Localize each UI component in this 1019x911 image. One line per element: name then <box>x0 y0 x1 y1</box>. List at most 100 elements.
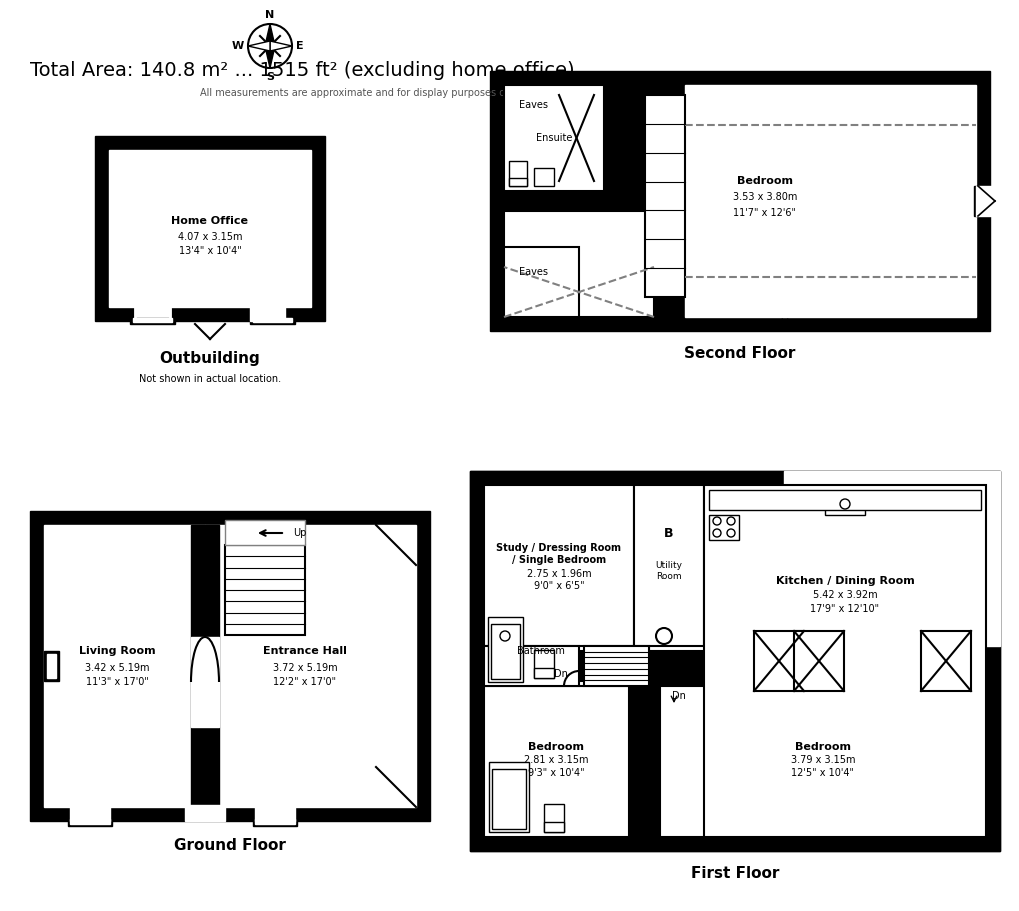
Bar <box>784 471 999 646</box>
Bar <box>484 485 634 646</box>
Bar <box>488 762 529 832</box>
Bar <box>793 631 843 691</box>
Bar <box>484 646 579 686</box>
Bar <box>503 211 653 317</box>
Text: 5.42 x 3.92m: 5.42 x 3.92m <box>812 589 876 599</box>
Text: 3.72 x 5.19m: 3.72 x 5.19m <box>272 663 337 673</box>
Text: Living Room: Living Room <box>78 646 155 656</box>
Bar <box>47 654 56 678</box>
Bar <box>708 490 980 510</box>
Bar <box>70 819 110 824</box>
Bar <box>484 686 629 837</box>
Bar <box>30 511 430 821</box>
Bar <box>205 525 416 807</box>
Text: 3.53 x 3.80m: 3.53 x 3.80m <box>732 192 797 202</box>
Bar <box>824 493 864 515</box>
Bar <box>255 806 294 821</box>
Text: Bathroom: Bathroom <box>517 646 565 656</box>
Bar <box>503 247 579 317</box>
Bar <box>508 178 527 186</box>
Text: Eaves: Eaves <box>519 267 548 277</box>
Text: Bedroom: Bedroom <box>794 742 850 752</box>
Text: Home Office: Home Office <box>171 216 249 226</box>
Text: 11'7" x 12'6": 11'7" x 12'6" <box>733 208 796 218</box>
Bar <box>484 485 648 651</box>
Bar <box>250 316 294 324</box>
Text: 13'4" x 10'4": 13'4" x 10'4" <box>178 246 242 256</box>
Text: Total Area: 140.8 m² ... 1515 ft² (excluding home office): Total Area: 140.8 m² ... 1515 ft² (exclu… <box>30 62 574 80</box>
Bar <box>534 650 553 678</box>
Bar <box>470 471 999 851</box>
Bar <box>920 631 970 691</box>
Text: Entrance Hall: Entrance Hall <box>263 646 346 656</box>
Text: 9'3" x 10'4": 9'3" x 10'4" <box>527 768 584 778</box>
Polygon shape <box>248 41 270 51</box>
Text: 12'5" x 10'4": 12'5" x 10'4" <box>791 768 854 778</box>
Text: Ensuite: Ensuite <box>535 133 572 143</box>
Text: Second Floor: Second Floor <box>684 345 795 361</box>
Bar <box>225 545 305 635</box>
Bar <box>490 624 520 679</box>
Bar <box>44 651 59 681</box>
Bar <box>753 631 803 691</box>
Text: 2.75 x 1.96m: 2.75 x 1.96m <box>526 569 591 579</box>
Bar <box>250 306 284 321</box>
Bar <box>975 186 994 216</box>
Bar <box>644 95 685 297</box>
Text: 17'9" x 12'10": 17'9" x 12'10" <box>810 604 878 614</box>
Bar <box>534 668 553 678</box>
Bar <box>184 805 225 821</box>
Text: Up: Up <box>677 661 690 671</box>
Text: / Single Bedroom: / Single Bedroom <box>512 555 605 565</box>
Text: Study / Dressing Room: Study / Dressing Room <box>496 543 621 553</box>
Bar <box>584 646 648 686</box>
Text: Ground Floor: Ground Floor <box>174 838 285 854</box>
Bar <box>255 819 294 824</box>
Text: Dn: Dn <box>672 691 685 701</box>
Bar <box>68 817 112 826</box>
Polygon shape <box>270 41 291 51</box>
Bar <box>225 520 305 545</box>
Bar <box>132 318 172 322</box>
Text: Kitchen / Dining Room: Kitchen / Dining Room <box>774 576 913 586</box>
Bar <box>253 318 291 322</box>
Text: 12'2" x 17'0": 12'2" x 17'0" <box>273 677 336 687</box>
Bar <box>534 168 553 186</box>
Bar <box>634 485 703 646</box>
Bar <box>484 681 629 837</box>
Bar <box>508 161 527 186</box>
Polygon shape <box>265 24 275 46</box>
Bar <box>129 316 175 324</box>
Bar <box>191 637 219 727</box>
Bar <box>44 525 205 807</box>
Bar <box>648 485 718 651</box>
Text: 3.79 x 3.15m: 3.79 x 3.15m <box>790 755 854 765</box>
Text: Not shown in actual location.: Not shown in actual location. <box>139 374 281 384</box>
Text: Bedroom: Bedroom <box>528 742 584 752</box>
Bar <box>543 804 564 832</box>
Text: First Floor: First Floor <box>690 865 779 881</box>
Text: All measurements are approximate and for display purposes only: All measurements are approximate and for… <box>200 88 520 98</box>
Text: N: N <box>265 10 274 20</box>
Text: 2.81 x 3.15m: 2.81 x 3.15m <box>523 755 588 765</box>
Text: Up: Up <box>293 528 307 538</box>
Bar <box>70 806 110 821</box>
Text: Dn: Dn <box>553 669 568 679</box>
Bar <box>191 525 219 807</box>
Text: Outbuilding: Outbuilding <box>159 352 260 366</box>
Bar <box>973 186 979 216</box>
Text: Eaves: Eaves <box>519 100 548 110</box>
Bar <box>503 85 603 191</box>
Bar <box>703 485 985 837</box>
Bar <box>543 822 564 832</box>
Bar <box>489 71 989 331</box>
Bar <box>487 617 523 682</box>
Text: S: S <box>266 72 274 82</box>
Text: W: W <box>231 41 244 51</box>
Bar <box>708 515 739 540</box>
Text: B: B <box>663 527 674 540</box>
Polygon shape <box>265 46 275 68</box>
Bar <box>491 769 526 829</box>
Text: 3.42 x 5.19m: 3.42 x 5.19m <box>85 663 149 673</box>
Text: Bedroom: Bedroom <box>737 176 792 186</box>
